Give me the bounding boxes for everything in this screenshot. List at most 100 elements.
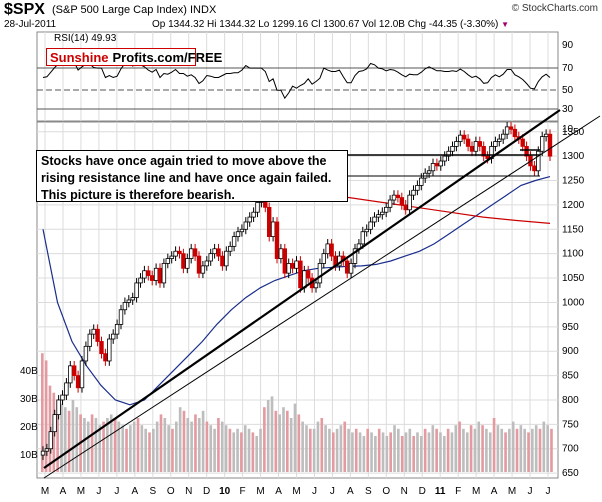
candle-body xyxy=(216,248,221,257)
x-tick-label: O xyxy=(167,486,175,497)
price-tick-label: 1350 xyxy=(562,127,585,138)
volume-bar xyxy=(102,421,105,472)
volume-bar xyxy=(117,421,121,472)
volume-bar xyxy=(416,432,419,472)
volume-bar xyxy=(282,407,285,472)
volume-tick-label: 30B xyxy=(20,394,38,405)
x-tick-label: J xyxy=(528,486,533,497)
volume-bar xyxy=(397,428,400,472)
candle-body xyxy=(454,141,459,147)
candle-body xyxy=(290,263,295,269)
volume-bar xyxy=(194,414,197,472)
candle-body xyxy=(231,236,237,247)
x-tick-label: J xyxy=(330,486,335,497)
candle-body xyxy=(142,270,147,279)
volume-bar xyxy=(312,428,316,472)
volume-bar xyxy=(462,428,465,472)
volume-bar xyxy=(56,400,59,472)
volume-bar xyxy=(243,425,247,472)
price-tick-label: 1250 xyxy=(562,176,585,187)
candle-body xyxy=(543,133,549,138)
x-tick-label: J xyxy=(312,486,317,497)
volume-bar xyxy=(167,425,170,472)
volume-bar xyxy=(531,428,534,472)
candle-body xyxy=(103,353,108,362)
sunshine-logo: Sunshine Profits.com/FREE xyxy=(46,48,222,66)
volume-bar xyxy=(335,428,339,472)
candle-body xyxy=(138,277,143,284)
volume-bar xyxy=(308,428,312,472)
candle-body xyxy=(122,302,128,311)
volume-bar xyxy=(60,403,63,472)
candle-body xyxy=(458,134,463,142)
volume-bar xyxy=(148,432,151,472)
candle-body xyxy=(134,282,139,298)
volume-bar xyxy=(44,360,48,472)
x-tick-label: D xyxy=(203,486,210,497)
volume-bar xyxy=(446,428,450,472)
candle-body xyxy=(169,255,174,259)
candle-body xyxy=(540,136,545,152)
volume-bar xyxy=(496,425,500,472)
candle-body xyxy=(270,221,276,238)
candle-body xyxy=(208,253,213,262)
rsi-label: RSI(14) 49.93 xyxy=(54,33,117,44)
candle-body xyxy=(532,165,537,172)
volume-bar xyxy=(247,428,251,472)
volume-bar xyxy=(132,421,136,472)
candle-body xyxy=(64,382,69,396)
volume-bar xyxy=(232,432,236,472)
x-tick-label: J xyxy=(96,486,101,497)
volume-bar xyxy=(186,418,190,472)
index-name: (S&P 500 Large Cap Index) INDX xyxy=(52,4,217,16)
candle-body xyxy=(469,145,475,152)
volume-bar xyxy=(400,436,404,472)
price-tick-label: 1300 xyxy=(562,151,585,162)
volume-bar xyxy=(270,396,274,472)
volume-tick-label: 40B xyxy=(20,366,38,377)
volume-bar xyxy=(324,425,327,472)
candle-body xyxy=(107,338,112,362)
candle-body xyxy=(395,194,401,198)
volume-bar xyxy=(534,425,538,472)
candle-body xyxy=(294,260,299,269)
volume-bar xyxy=(109,414,113,472)
candle-body xyxy=(227,245,233,252)
candle-body xyxy=(520,138,525,147)
volume-bar xyxy=(316,421,320,472)
candle-body xyxy=(376,214,381,218)
volume-tick-label: 10B xyxy=(20,450,38,461)
volume-bar xyxy=(423,428,427,472)
candle-body xyxy=(224,250,229,267)
symbol-title: $SPX xyxy=(4,1,45,18)
candle-body xyxy=(383,206,389,213)
candle-body xyxy=(442,155,447,162)
price-tick-label: 1050 xyxy=(562,273,585,284)
candle-body xyxy=(185,258,190,269)
price-tick-label: 850 xyxy=(562,371,579,382)
candle-body xyxy=(419,177,424,186)
candle-body xyxy=(368,221,373,230)
candle-body xyxy=(298,260,303,289)
volume-bar xyxy=(331,432,335,472)
volume-bar xyxy=(305,425,308,472)
volume-bar xyxy=(190,421,193,472)
candle-body xyxy=(118,309,124,325)
volume-bar xyxy=(374,436,377,472)
candle-body xyxy=(220,255,225,267)
volume-bar xyxy=(511,421,515,472)
volume-bar xyxy=(527,432,530,472)
price-tick-label: 750 xyxy=(562,419,579,430)
volume-bar xyxy=(328,428,331,472)
volume-bar xyxy=(178,407,182,472)
x-tick-label: M xyxy=(472,486,480,497)
down-marker: ▼ xyxy=(501,20,510,29)
price-tick-label: 950 xyxy=(562,322,579,333)
volume-bar xyxy=(278,414,281,472)
candle-body xyxy=(512,128,518,138)
volume-bar xyxy=(508,428,511,472)
volume-bar xyxy=(182,410,186,472)
candle-body xyxy=(399,197,404,206)
volume-bar xyxy=(523,428,527,472)
